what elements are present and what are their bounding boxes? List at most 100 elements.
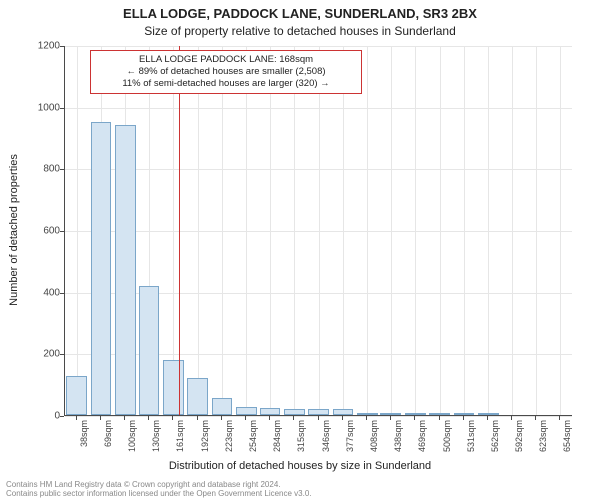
xtick-mark: [390, 416, 391, 420]
xtick-label: 346sqm: [321, 420, 331, 460]
histogram-bar: [163, 360, 184, 416]
xtick-mark: [124, 416, 125, 420]
histogram-bar: [380, 413, 401, 415]
histogram-bar: [139, 286, 160, 416]
ytick-label: 1200: [34, 41, 60, 52]
xtick-label: 562sqm: [490, 420, 500, 460]
xtick-mark: [487, 416, 488, 420]
grid-v: [464, 46, 465, 415]
grid-v: [488, 46, 489, 415]
histogram-bar: [357, 413, 378, 415]
histogram-bar: [236, 407, 257, 415]
xtick-mark: [342, 416, 343, 420]
xtick-mark: [245, 416, 246, 420]
histogram-bar: [284, 409, 305, 415]
annotation-line2: ← 89% of detached houses are smaller (2,…: [99, 66, 353, 78]
histogram-bar: [260, 408, 281, 415]
grid-v: [560, 46, 561, 415]
ytick-mark: [60, 108, 64, 109]
ytick-label: 400: [34, 287, 60, 298]
grid-v: [391, 46, 392, 415]
xtick-mark: [414, 416, 415, 420]
xtick-mark: [293, 416, 294, 420]
ytick-mark: [60, 169, 64, 170]
grid-v: [222, 46, 223, 415]
histogram-bar: [454, 413, 475, 415]
histogram-bar: [115, 125, 136, 415]
grid-v: [440, 46, 441, 415]
xtick-mark: [100, 416, 101, 420]
xtick-label: 315sqm: [296, 420, 306, 460]
grid-v: [294, 46, 295, 415]
footer-line2: Contains public sector information licen…: [6, 489, 312, 498]
xtick-label: 223sqm: [224, 420, 234, 460]
histogram-bar: [429, 413, 450, 415]
ytick-label: 200: [34, 349, 60, 360]
chart-title: ELLA LODGE, PADDOCK LANE, SUNDERLAND, SR…: [0, 6, 600, 21]
histogram-bar: [212, 398, 233, 415]
histogram-chart: ELLA LODGE, PADDOCK LANE, SUNDERLAND, SR…: [0, 0, 600, 500]
ytick-mark: [60, 293, 64, 294]
xtick-label: 38sqm: [79, 420, 89, 460]
ytick-mark: [60, 231, 64, 232]
xtick-label: 531sqm: [466, 420, 476, 460]
xtick-label: 623sqm: [538, 420, 548, 460]
xtick-label: 438sqm: [393, 420, 403, 460]
xtick-mark: [535, 416, 536, 420]
grid-v: [367, 46, 368, 415]
histogram-bar: [478, 413, 499, 415]
xtick-label: 377sqm: [345, 420, 355, 460]
xtick-mark: [439, 416, 440, 420]
xtick-mark: [172, 416, 173, 420]
annotation-line1: ELLA LODGE PADDOCK LANE: 168sqm: [99, 54, 353, 66]
histogram-bar: [333, 409, 354, 415]
x-axis-label: Distribution of detached houses by size …: [0, 460, 600, 472]
xtick-mark: [318, 416, 319, 420]
ytick-label: 800: [34, 164, 60, 175]
annotation-box: ELLA LODGE PADDOCK LANE: 168sqm ← 89% of…: [90, 50, 362, 94]
xtick-mark: [366, 416, 367, 420]
xtick-label: 592sqm: [514, 420, 524, 460]
y-axis-label: Number of detached properties: [8, 154, 20, 306]
xtick-label: 192sqm: [200, 420, 210, 460]
xtick-mark: [559, 416, 560, 420]
grid-v: [246, 46, 247, 415]
xtick-label: 100sqm: [127, 420, 137, 460]
grid-v: [198, 46, 199, 415]
xtick-label: 654sqm: [562, 420, 572, 460]
histogram-bar: [66, 376, 87, 415]
xtick-label: 284sqm: [272, 420, 282, 460]
grid-v: [270, 46, 271, 415]
xtick-label: 500sqm: [442, 420, 452, 460]
xtick-label: 469sqm: [417, 420, 427, 460]
xtick-mark: [269, 416, 270, 420]
grid-v: [319, 46, 320, 415]
ytick-mark: [60, 354, 64, 355]
grid-v: [77, 46, 78, 415]
grid-v: [536, 46, 537, 415]
grid-v: [343, 46, 344, 415]
grid-v: [512, 46, 513, 415]
xtick-mark: [197, 416, 198, 420]
xtick-label: 254sqm: [248, 420, 258, 460]
footer-attribution: Contains HM Land Registry data © Crown c…: [6, 480, 312, 498]
xtick-label: 130sqm: [151, 420, 161, 460]
histogram-bar: [405, 413, 426, 415]
xtick-mark: [511, 416, 512, 420]
plot-area: [64, 46, 572, 416]
ytick-mark: [60, 46, 64, 47]
histogram-bar: [187, 378, 208, 415]
xtick-mark: [221, 416, 222, 420]
footer-line1: Contains HM Land Registry data © Crown c…: [6, 480, 312, 489]
reference-line: [179, 46, 180, 415]
xtick-mark: [463, 416, 464, 420]
xtick-label: 408sqm: [369, 420, 379, 460]
histogram-bar: [91, 122, 112, 415]
xtick-mark: [148, 416, 149, 420]
xtick-label: 69sqm: [103, 420, 113, 460]
ytick-label: 600: [34, 226, 60, 237]
ytick-label: 0: [34, 411, 60, 422]
ytick-mark: [60, 416, 64, 417]
xtick-mark: [76, 416, 77, 420]
xtick-label: 161sqm: [175, 420, 185, 460]
